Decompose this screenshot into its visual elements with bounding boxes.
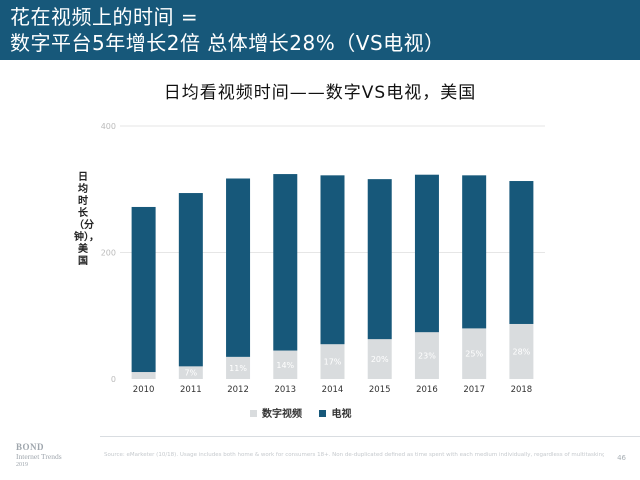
data-label: 25%: [465, 350, 483, 359]
legend-label-digital: 数字视频: [262, 409, 302, 420]
bar-tv: [462, 175, 487, 329]
x-tick-label: 2014: [322, 385, 344, 395]
bar-tv: [414, 174, 439, 333]
bar-digital-video: [462, 328, 487, 379]
bar-tv: [226, 178, 251, 357]
y-tick-label: 400: [101, 122, 116, 131]
legend-swatch-tv: [319, 410, 327, 417]
x-tick-label: 2012: [227, 385, 249, 395]
bar-tv: [320, 175, 345, 345]
data-label: 17%: [324, 358, 342, 367]
logo-line1: BOND: [16, 442, 45, 452]
data-label: 14%: [276, 361, 294, 370]
x-tick-label: 2016: [416, 385, 438, 395]
x-tick-label: 2018: [511, 385, 533, 395]
chart-title: 日均看视频时间——数字VS电视，美国: [163, 83, 477, 103]
x-tick-label: 2010: [133, 385, 155, 395]
page-number: 46: [617, 454, 626, 462]
logo-line2: Internet Trends: [16, 452, 62, 461]
chart-legend: 数字视频 电视: [250, 405, 365, 425]
data-label: 11%: [229, 364, 247, 373]
page-title-line1: 花在视频上的时间 =: [10, 5, 199, 29]
x-tick-label: 2017: [463, 385, 485, 395]
y-axis-label: 日均时长（分钟），美国: [74, 172, 99, 267]
bar-digital-video: [509, 323, 534, 379]
data-label: 20%: [371, 355, 389, 364]
bar-tv: [178, 193, 203, 367]
legend-item-tv: 电视: [319, 405, 351, 420]
bar-digital-video: [131, 372, 156, 379]
bar-digital-video: [178, 366, 203, 379]
data-label: 23%: [418, 352, 436, 361]
bar-digital-video: [367, 339, 392, 379]
page-title-line2: 数字平台5年增长2倍 总体增长28%（VS电视）: [10, 31, 445, 55]
x-tick-label: 2011: [180, 385, 202, 395]
legend-swatch-digital: [250, 410, 257, 417]
bar-digital-video: [226, 356, 251, 379]
legend-item-digital: 数字视频: [250, 405, 302, 420]
x-tick-label: 2015: [369, 385, 391, 395]
bar-tv: [509, 181, 534, 324]
data-label: 7%: [184, 369, 197, 378]
bar-digital-video: [414, 332, 439, 379]
y-tick-label: 200: [101, 249, 116, 258]
bar-tv: [131, 206, 156, 373]
y-tick-label: 0: [111, 375, 116, 384]
footer-divider: [100, 436, 640, 437]
x-tick-label: 2013: [274, 385, 296, 395]
header-banner: 花在视频上的时间 = 数字平台5年增长2倍 总体增长28%（VS电视）: [0, 0, 640, 60]
bar-digital-video: [273, 350, 298, 379]
bar-tv: [367, 179, 392, 340]
logo-line3: 2019: [16, 462, 28, 468]
data-label: 28%: [512, 347, 530, 356]
bar-tv: [273, 174, 298, 351]
bar-digital-video: [320, 344, 345, 379]
bond-logo: BOND Internet Trends 2019: [16, 443, 96, 470]
legend-label-tv: 电视: [331, 409, 352, 420]
source-note: Source: eMarketer (10/18). Usage include…: [104, 452, 604, 458]
